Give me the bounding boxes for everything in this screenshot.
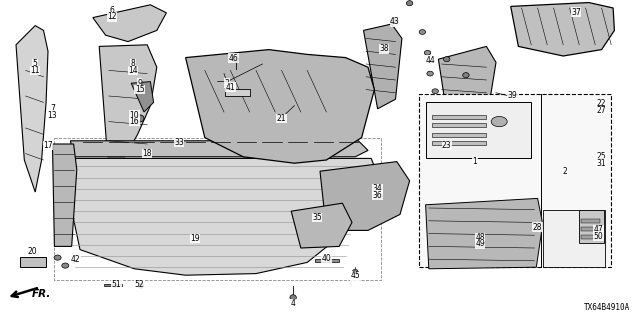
Polygon shape [99, 45, 157, 157]
Text: 13: 13 [47, 111, 58, 120]
Text: 48: 48 [475, 233, 485, 242]
Polygon shape [291, 203, 352, 248]
Polygon shape [320, 162, 410, 230]
Ellipse shape [432, 89, 438, 93]
Ellipse shape [424, 51, 431, 55]
Text: 41: 41 [225, 83, 236, 92]
Ellipse shape [61, 263, 69, 268]
Bar [315, 259, 339, 262]
Text: 20: 20 [27, 247, 37, 256]
Polygon shape [186, 50, 374, 163]
Text: 35: 35 [312, 213, 322, 222]
Text: 45: 45 [350, 271, 360, 280]
Text: 33: 33 [174, 138, 184, 147]
Text: 2: 2 [563, 167, 568, 176]
Text: 31: 31 [596, 159, 607, 168]
Bar [225, 89, 250, 96]
Polygon shape [438, 46, 496, 122]
Text: 1: 1 [472, 157, 477, 166]
Text: 12: 12 [108, 12, 116, 21]
Bar [581, 227, 600, 231]
Bar [104, 284, 122, 286]
Ellipse shape [492, 116, 508, 127]
Bar [543, 210, 605, 267]
Ellipse shape [390, 18, 397, 23]
Text: 16: 16 [129, 117, 140, 126]
Text: 38: 38 [379, 44, 389, 53]
Polygon shape [426, 198, 543, 269]
Bar [432, 141, 486, 145]
Bar [432, 115, 486, 119]
Ellipse shape [290, 295, 296, 300]
Polygon shape [131, 82, 154, 112]
Text: 27: 27 [596, 106, 607, 115]
Polygon shape [52, 144, 77, 246]
Text: 15: 15 [134, 85, 145, 94]
Text: 23: 23 [442, 141, 452, 150]
Polygon shape [16, 26, 48, 192]
Text: 51: 51 [111, 280, 122, 289]
Text: 17: 17 [43, 141, 53, 150]
Bar [20, 257, 46, 267]
Text: 8: 8 [131, 60, 136, 68]
Text: 36: 36 [372, 191, 383, 200]
Text: 43: 43 [390, 17, 400, 26]
Polygon shape [70, 141, 368, 157]
Text: 44: 44 [425, 56, 435, 65]
Text: 50: 50 [593, 232, 604, 241]
Bar [581, 219, 600, 223]
Ellipse shape [427, 71, 433, 76]
Bar [426, 102, 531, 158]
Ellipse shape [444, 57, 450, 62]
Text: 19: 19 [190, 234, 200, 243]
Ellipse shape [135, 115, 144, 122]
Text: TX64B4910A: TX64B4910A [584, 303, 630, 312]
Text: 7: 7 [50, 104, 55, 113]
Bar [579, 210, 604, 243]
Polygon shape [61, 158, 374, 275]
Text: 9: 9 [137, 79, 142, 88]
Text: FR.: FR. [32, 289, 51, 299]
Text: 11: 11 [31, 66, 40, 75]
Ellipse shape [419, 30, 426, 34]
Text: 46: 46 [228, 54, 239, 63]
Ellipse shape [463, 73, 469, 78]
Text: 34: 34 [372, 184, 383, 193]
Polygon shape [511, 3, 614, 56]
Text: 6: 6 [109, 6, 115, 15]
Text: 52: 52 [134, 280, 145, 289]
Text: 37: 37 [571, 8, 581, 17]
Polygon shape [364, 24, 402, 109]
Text: 22: 22 [597, 100, 606, 108]
Bar [432, 123, 486, 127]
Text: 49: 49 [475, 239, 485, 248]
Text: 47: 47 [593, 225, 604, 234]
Ellipse shape [54, 255, 61, 260]
Text: 18: 18 [143, 149, 152, 158]
Ellipse shape [232, 56, 239, 62]
Bar [419, 94, 611, 267]
Ellipse shape [406, 1, 413, 6]
Bar [581, 235, 600, 239]
Text: 42: 42 [70, 255, 81, 264]
Text: 5: 5 [33, 60, 38, 68]
Text: 39: 39 [507, 92, 517, 100]
Text: 21: 21 [277, 114, 286, 123]
Bar [432, 133, 486, 137]
Ellipse shape [138, 284, 144, 288]
Text: 3: 3 [225, 79, 230, 88]
Text: 40: 40 [321, 254, 332, 263]
Text: 25: 25 [596, 152, 607, 161]
Ellipse shape [353, 269, 358, 275]
Text: 4: 4 [291, 300, 296, 308]
Polygon shape [93, 5, 166, 42]
Text: 28: 28 [533, 223, 542, 232]
Text: 10: 10 [129, 111, 140, 120]
Text: 14: 14 [128, 66, 138, 75]
